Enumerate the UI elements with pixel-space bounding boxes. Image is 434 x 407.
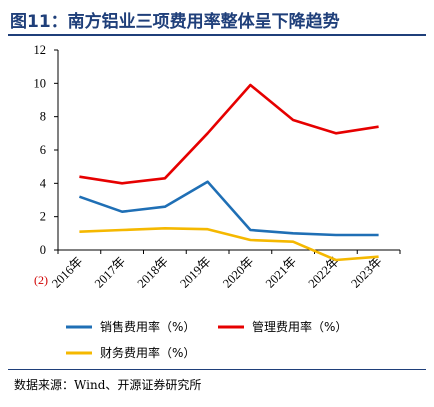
y-tick-label: 12 bbox=[34, 43, 47, 57]
legend-label-1: 管理费用率（%） bbox=[252, 319, 347, 334]
series-line-1 bbox=[79, 83, 379, 185]
y-tick-label: 4 bbox=[40, 176, 47, 190]
y-tick-label: 2 bbox=[40, 210, 46, 224]
legend-label-2: 财务费用率（%） bbox=[100, 345, 195, 360]
x-tick-label: 2016年 bbox=[49, 254, 85, 290]
title-bar: 图11：南方铝业三项费用率整体呈下降趋势 bbox=[8, 4, 426, 36]
series-line-2 bbox=[79, 227, 379, 262]
legend-label-0: 销售费用率（%） bbox=[100, 319, 195, 334]
negative-axis-label: (2) bbox=[34, 273, 48, 287]
y-tick-label: 0 bbox=[40, 243, 46, 257]
x-tick-label: 2021年 bbox=[263, 254, 299, 290]
x-tick-label: 2018年 bbox=[135, 254, 171, 290]
legend: 销售费用率（%） 管理费用率（%） 财务费用率（%） bbox=[66, 319, 347, 360]
source-divider bbox=[8, 369, 426, 370]
x-tick-label: 2019年 bbox=[177, 254, 213, 290]
y-tick-label: 10 bbox=[34, 76, 47, 90]
y-tick-label: 8 bbox=[40, 110, 46, 124]
series-line-0 bbox=[78, 180, 379, 237]
y-tick-label: 6 bbox=[40, 143, 46, 157]
source-note: 数据来源：Wind、开源证券研究所 bbox=[14, 378, 202, 392]
series-lines bbox=[78, 83, 379, 262]
x-tick-label: 2020年 bbox=[220, 254, 256, 290]
chart-title: 图11：南方铝业三项费用率整体呈下降趋势 bbox=[10, 12, 340, 32]
x-tick-label: 2017年 bbox=[92, 254, 128, 290]
